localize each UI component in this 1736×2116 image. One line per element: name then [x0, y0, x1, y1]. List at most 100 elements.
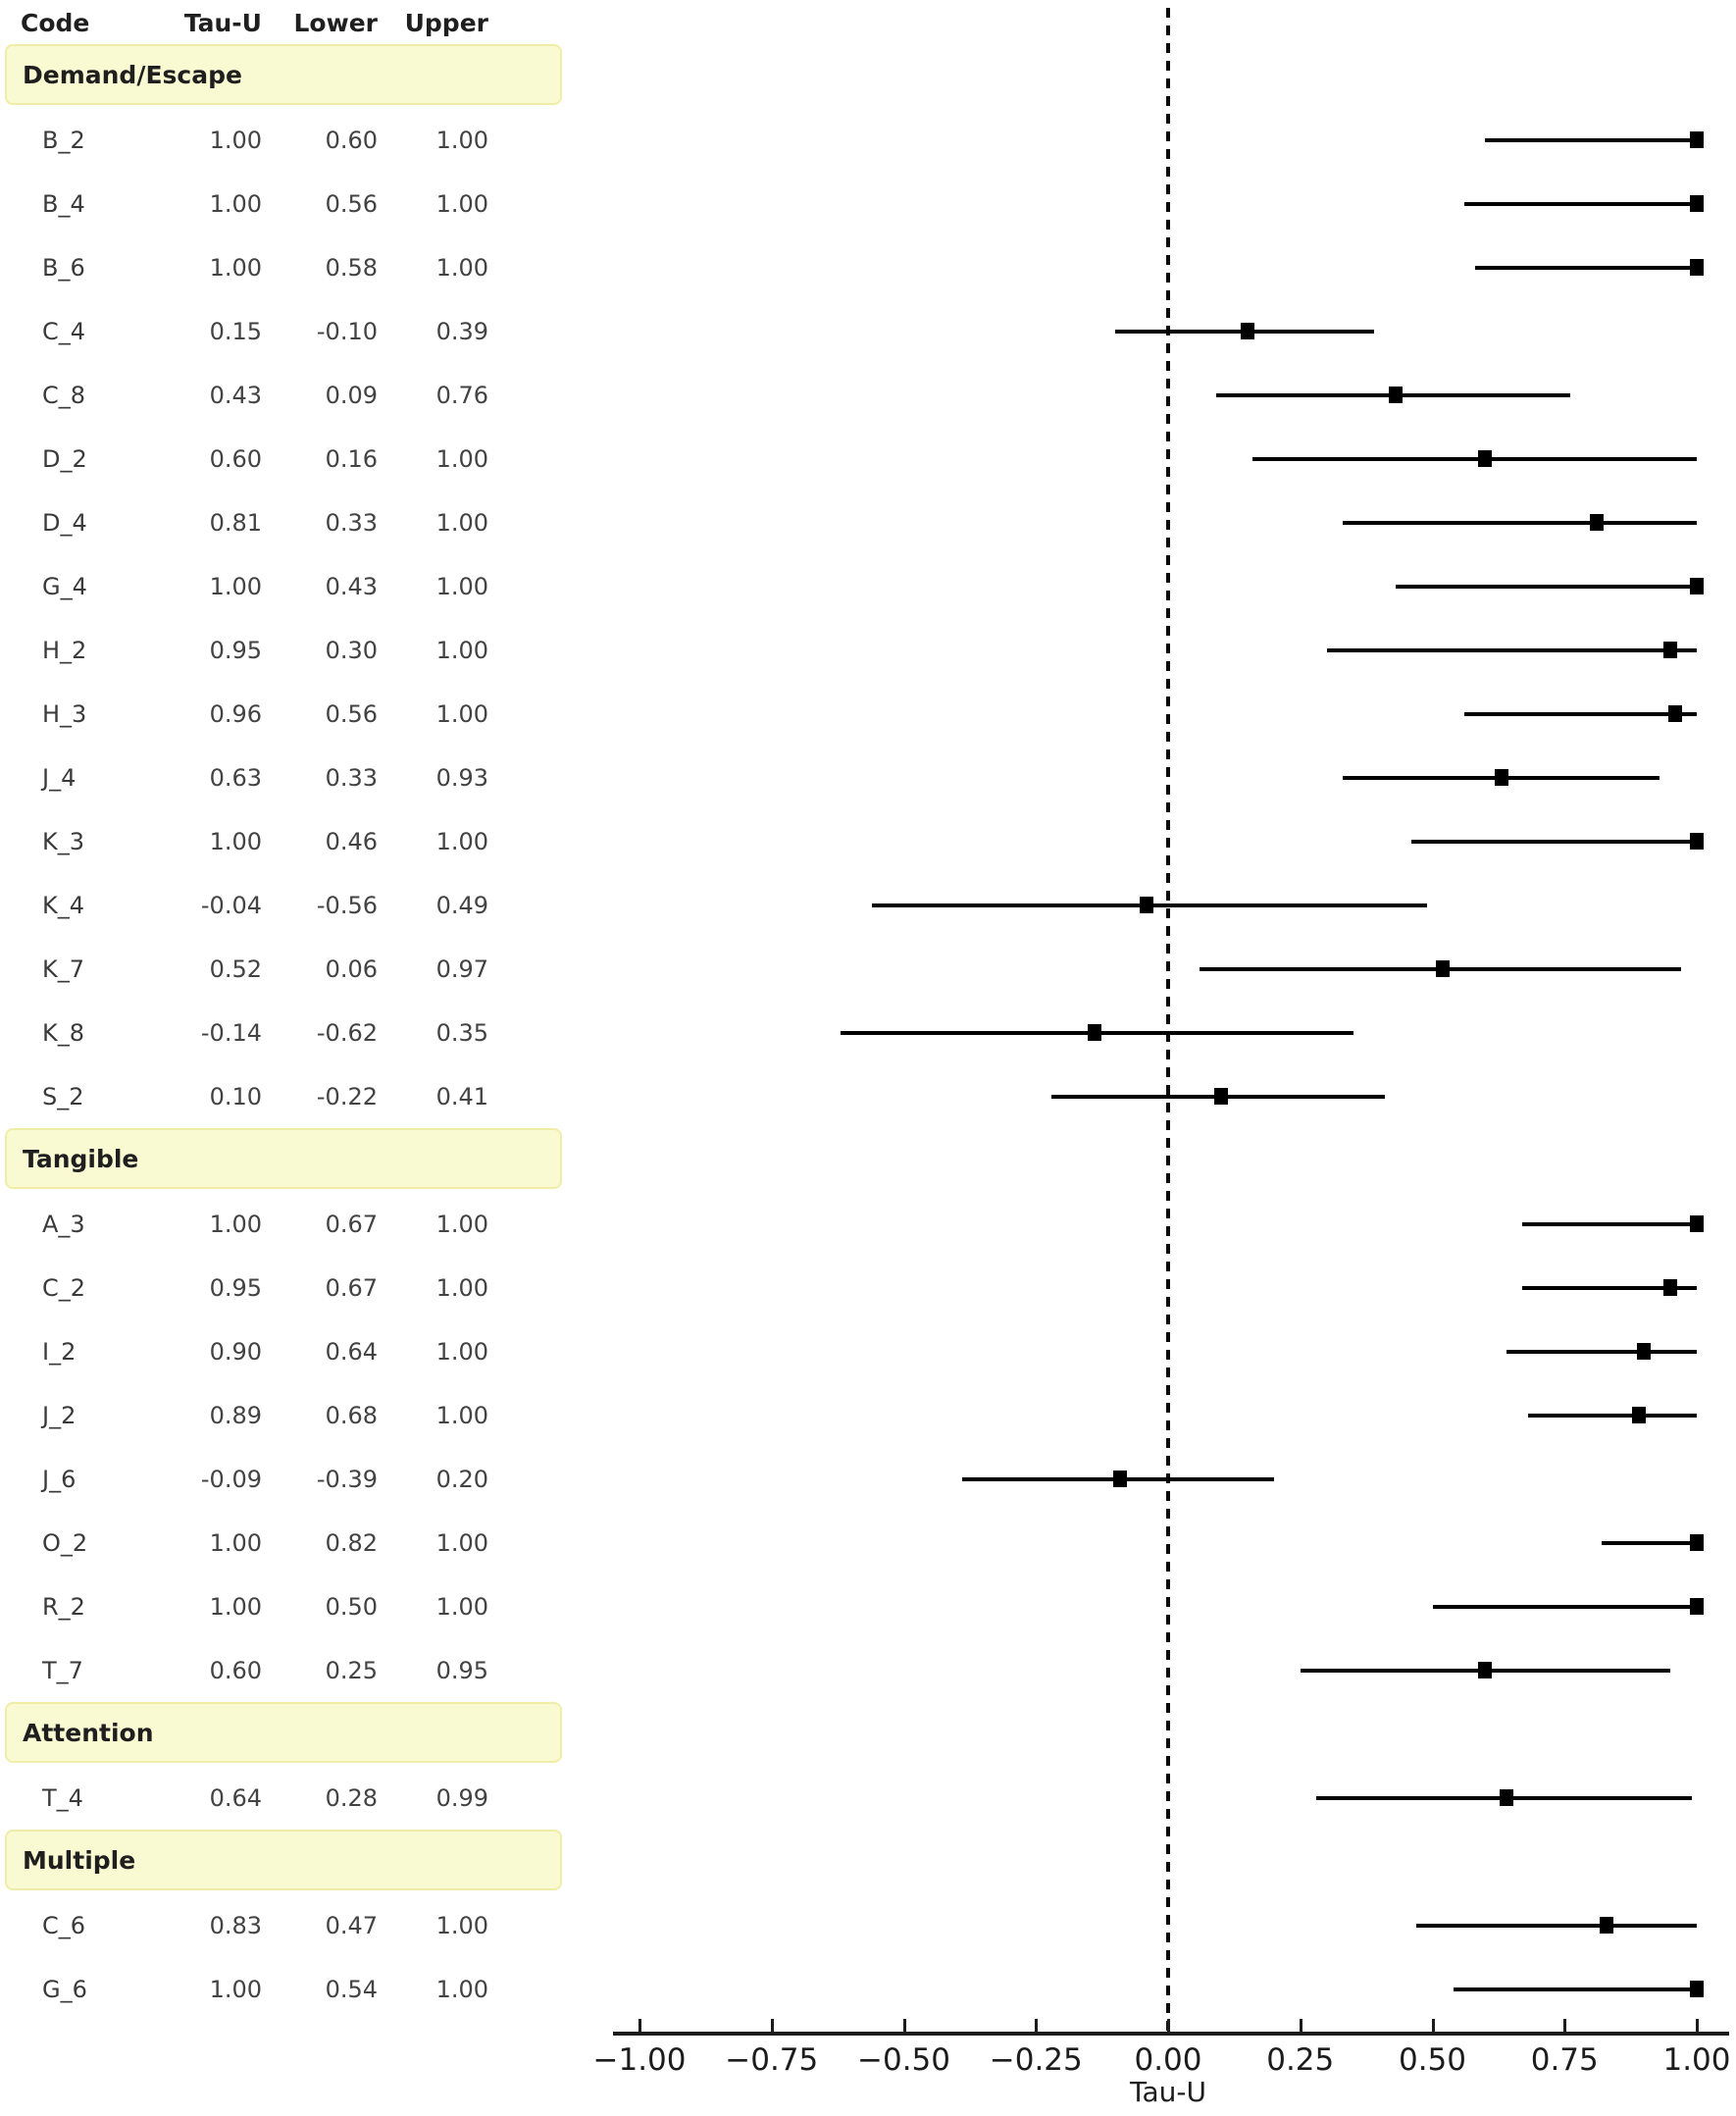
lower-value: -0.10 — [316, 317, 378, 345]
tau-value: 1.00 — [209, 1592, 262, 1621]
ci-line — [1416, 1923, 1697, 1928]
upper-value: 0.35 — [435, 1018, 488, 1047]
lower-value: -0.22 — [316, 1082, 378, 1110]
ci-line — [1342, 520, 1697, 525]
section-header: Tangible — [5, 1128, 562, 1189]
row-code: D_4 — [42, 508, 87, 537]
point-marker — [1668, 705, 1683, 722]
row-code: H_3 — [42, 699, 87, 728]
table-row: K_7 0.52 0.06 0.97 — [0, 937, 579, 1001]
forest-row: C_8 0.43 0.09 0.76 — [0, 363, 1736, 427]
point-marker — [1637, 1343, 1652, 1360]
tau-value: 1.00 — [209, 827, 262, 855]
ci-line — [1474, 265, 1697, 270]
x-axis-line — [613, 2032, 1729, 2036]
point-marker — [1690, 833, 1704, 850]
ci-line — [1454, 1987, 1697, 1991]
forest-row: K_7 0.52 0.06 0.97 — [0, 937, 1736, 1001]
ci-line — [1252, 456, 1697, 461]
table-row: H_2 0.95 0.30 1.00 — [0, 618, 579, 682]
row-code: C_8 — [42, 381, 86, 409]
tau-value: -0.09 — [200, 1465, 262, 1493]
x-axis-tick — [770, 2019, 774, 2032]
upper-value: 1.00 — [435, 1592, 488, 1621]
lower-value: 0.28 — [325, 1783, 378, 1812]
forest-row: B_6 1.00 0.58 1.00 — [0, 235, 1736, 299]
forest-row: T_7 0.60 0.25 0.95 — [0, 1638, 1736, 1702]
upper-value: 1.00 — [435, 444, 488, 473]
lower-value: 0.67 — [325, 1210, 378, 1238]
tau-value: 0.95 — [209, 1273, 262, 1302]
point-marker — [1436, 960, 1451, 977]
lower-value: 0.67 — [325, 1273, 378, 1302]
forest-row: G_6 1.00 0.54 1.00 — [0, 1957, 1736, 2021]
point-marker — [1087, 1024, 1101, 1041]
tau-value: 0.96 — [209, 699, 262, 728]
lower-value: -0.62 — [316, 1018, 378, 1047]
upper-value: 1.00 — [435, 1337, 488, 1366]
row-code: J_4 — [42, 763, 77, 792]
lower-value: 0.43 — [325, 572, 378, 600]
row-code: T_4 — [42, 1783, 83, 1812]
tau-value: 1.00 — [209, 1210, 262, 1238]
point-marker — [1499, 1789, 1513, 1806]
section-header: Multiple — [5, 1830, 562, 1890]
x-axis-tick — [638, 2019, 641, 2032]
x-axis-tick — [1167, 2019, 1170, 2032]
row-code: T_7 — [42, 1656, 83, 1684]
forest-row: O_2 1.00 0.82 1.00 — [0, 1511, 1736, 1574]
section-header-label: Demand/Escape — [23, 60, 242, 89]
x-axis-tick-label: −1.00 — [592, 2042, 687, 2078]
table-row: C_6 0.83 0.47 1.00 — [0, 1893, 579, 1957]
x-axis-tick-label: 1.00 — [1662, 2042, 1731, 2078]
lower-value: 0.30 — [325, 636, 378, 664]
forest-row: C_6 0.83 0.47 1.00 — [0, 1893, 1736, 1957]
ci-line — [1395, 584, 1697, 589]
section-header-label: Multiple — [23, 1845, 136, 1875]
lower-value: 0.16 — [325, 444, 378, 473]
column-header-code: Code — [21, 8, 90, 37]
table-row: G_6 1.00 0.54 1.00 — [0, 1957, 579, 2021]
upper-value: 0.39 — [435, 317, 488, 345]
table-row: D_2 0.60 0.16 1.00 — [0, 427, 579, 490]
forest-row: A_3 1.00 0.67 1.00 — [0, 1192, 1736, 1256]
ci-line — [1527, 1413, 1697, 1418]
upper-value: 1.00 — [435, 508, 488, 537]
row-code: I_2 — [42, 1337, 77, 1366]
row-code: K_8 — [42, 1018, 85, 1047]
x-axis-tick-label: −0.25 — [989, 2042, 1083, 2078]
section-header: Attention — [5, 1702, 562, 1763]
point-marker — [1663, 642, 1678, 658]
tau-value: 0.52 — [209, 955, 262, 983]
lower-value: 0.47 — [325, 1911, 378, 1939]
table-row: O_2 1.00 0.82 1.00 — [0, 1511, 579, 1574]
forest-row: C_4 0.15 -0.10 0.39 — [0, 299, 1736, 363]
upper-value: 0.20 — [435, 1465, 488, 1493]
upper-value: 1.00 — [435, 1911, 488, 1939]
upper-value: 1.00 — [435, 1975, 488, 2003]
lower-value: 0.33 — [325, 763, 378, 792]
point-marker — [1589, 514, 1604, 531]
lower-value: 0.50 — [325, 1592, 378, 1621]
upper-value: 1.00 — [435, 189, 488, 218]
column-header-tau: Tau-U — [183, 8, 262, 37]
tau-value: 1.00 — [209, 1975, 262, 2003]
x-axis-tick-label: 0.75 — [1530, 2042, 1599, 2078]
upper-value: 0.76 — [435, 381, 488, 409]
upper-value: 0.99 — [435, 1783, 488, 1812]
table-row: K_8 -0.14 -0.62 0.35 — [0, 1001, 579, 1064]
tau-value: 0.63 — [209, 763, 262, 792]
table-row: R_2 1.00 0.50 1.00 — [0, 1574, 579, 1638]
table-row: T_4 0.64 0.28 0.99 — [0, 1766, 579, 1830]
x-axis-tick-label: −0.75 — [725, 2042, 819, 2078]
point-marker — [1690, 1981, 1704, 1997]
row-code: C_4 — [42, 317, 86, 345]
tau-value: 0.95 — [209, 636, 262, 664]
row-code: A_3 — [42, 1210, 85, 1238]
ci-line — [1410, 839, 1697, 844]
ci-line — [1463, 711, 1697, 716]
forest-row: T_4 0.64 0.28 0.99 — [0, 1766, 1736, 1830]
x-axis-title: Tau-U — [1130, 2076, 1206, 2108]
lower-value: 0.60 — [325, 126, 378, 154]
